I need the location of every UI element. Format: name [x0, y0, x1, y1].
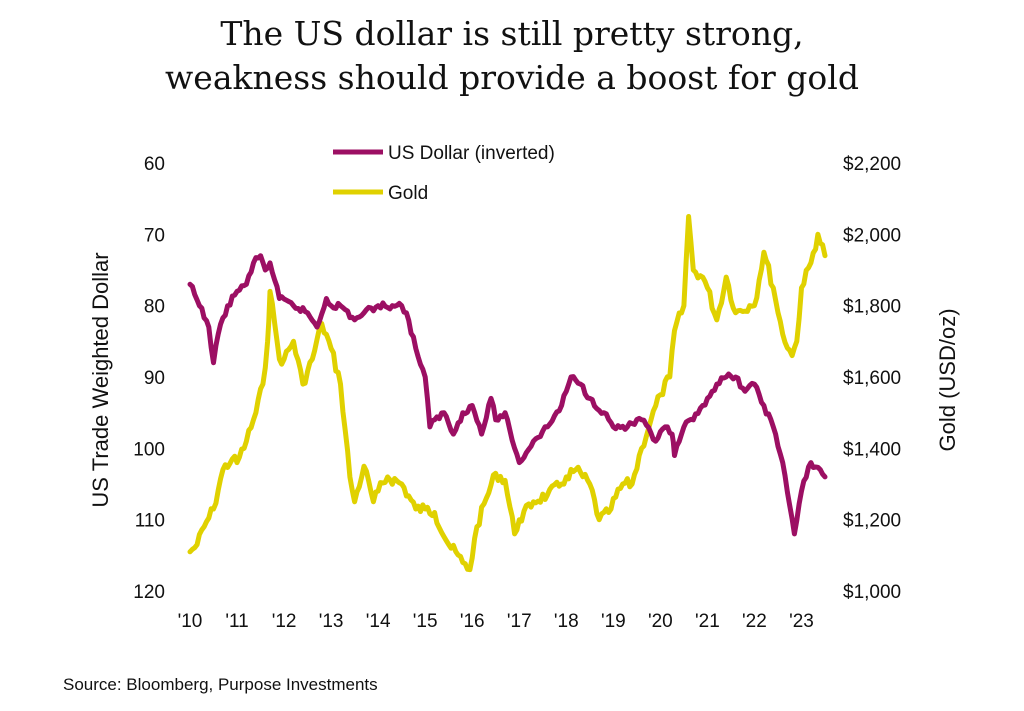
title-line-2: weakness should provide a boost for gold — [165, 58, 859, 97]
right-tick-label: $2,000 — [843, 225, 901, 246]
left-axis-ticks: 60 70 80 90 100 110 120 — [133, 154, 165, 603]
left-tick-label: 60 — [144, 154, 165, 175]
legend-item-gold: Gold — [333, 183, 428, 204]
legend-label-usd: US Dollar (inverted) — [388, 143, 555, 164]
right-axis-ticks: $2,200 $2,000 $1,800 $1,600 $1,400 $1,200 $1,0… — [843, 154, 901, 603]
x-tick-label: '12 — [272, 611, 297, 632]
x-tick-label: '15 — [413, 611, 438, 632]
right-tick-label: $1,800 — [843, 297, 901, 318]
left-tick-label: 80 — [144, 297, 165, 318]
left-axis-title: US Trade Weighted Dollar — [88, 252, 113, 507]
left-tick-label: 90 — [144, 368, 165, 389]
x-tick-label: '20 — [648, 611, 673, 632]
series-line-gold — [187, 214, 828, 573]
legend: US Dollar (inverted) Gold — [333, 143, 555, 204]
x-tick-label: '22 — [742, 611, 767, 632]
x-tick-label: '19 — [601, 611, 626, 632]
x-tick-label: '11 — [225, 611, 248, 632]
series-line-usd — [187, 253, 828, 537]
left-tick-label: 70 — [144, 225, 165, 246]
right-tick-label: $1,400 — [843, 439, 901, 460]
x-tick-label: '16 — [460, 611, 485, 632]
series-lines — [187, 214, 828, 573]
x-tick-label: '18 — [554, 611, 579, 632]
left-tick-label: 120 — [133, 582, 165, 603]
source-note: Source: Bloomberg, Purpose Investments — [63, 675, 378, 694]
x-tick-label: '14 — [366, 611, 391, 632]
left-tick-label: 100 — [133, 439, 165, 460]
right-tick-label: $1,200 — [843, 511, 901, 532]
right-tick-label: $1,600 — [843, 368, 901, 389]
title-line-1: The US dollar is still pretty strong, — [220, 14, 804, 53]
legend-item-usd: US Dollar (inverted) — [333, 143, 555, 164]
right-tick-label: $2,200 — [843, 154, 901, 175]
x-axis-ticks: '10 '11 '12 '13 '14 '15 '16 '17 '18 '19 '20 '21 '22 '… — [178, 611, 814, 632]
x-tick-label: '13 — [319, 611, 344, 632]
chart-title: The US dollar is still pretty strong, we… — [0, 12, 1024, 100]
x-tick-label: '10 — [178, 611, 203, 632]
x-tick-label: '21 — [695, 611, 720, 632]
left-tick-label: 110 — [135, 511, 165, 532]
x-tick-label: '23 — [789, 611, 814, 632]
right-tick-label: $1,000 — [843, 582, 901, 603]
x-tick-label: '17 — [507, 611, 532, 632]
right-axis-title: Gold (USD/oz) — [935, 308, 960, 451]
legend-label-gold: Gold — [388, 183, 428, 204]
